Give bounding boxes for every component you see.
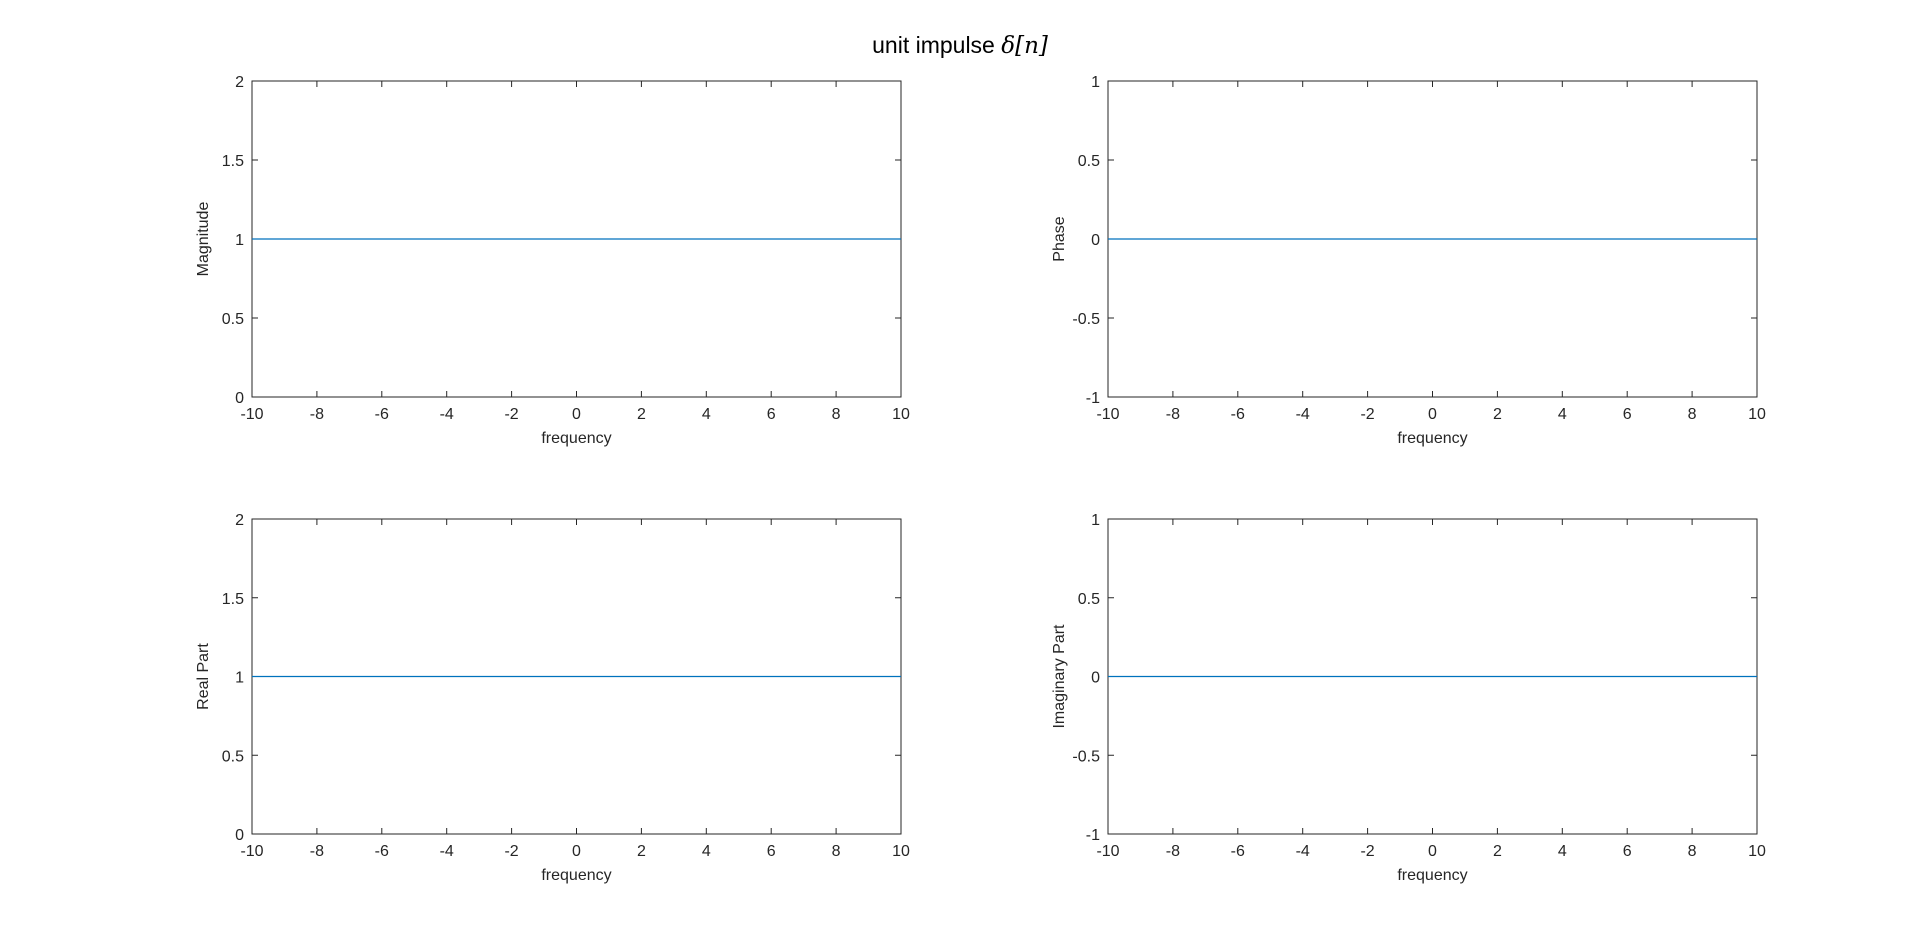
y-tick-label: 0 xyxy=(235,827,244,844)
x-tick-label: -2 xyxy=(1360,843,1374,860)
subplot-1: -10 -8 -6 -4 -2 0 2 4 6 8 10 0 0.5 1 1.5 2 frequency Magn… xyxy=(195,74,910,447)
x-tick-label: -6 xyxy=(1231,843,1245,860)
y-tick-label: 2 xyxy=(235,74,244,91)
y-tick-label: 0.5 xyxy=(222,748,244,765)
x-tick-label: 2 xyxy=(1493,843,1502,860)
x-tick-label: 10 xyxy=(892,406,910,423)
x-tick-label: -8 xyxy=(310,406,324,423)
x-tick-label: -6 xyxy=(1231,406,1245,423)
x-tick-label: 2 xyxy=(1493,406,1502,423)
y-tick-label: 1 xyxy=(1091,74,1100,91)
x-tick-label: 8 xyxy=(1688,843,1697,860)
x-tick-label: -4 xyxy=(440,843,454,860)
x-tick-label: -2 xyxy=(504,406,518,423)
x-tick-label: 0 xyxy=(1428,406,1437,423)
x-tick-label: 0 xyxy=(1428,843,1437,860)
x-tick-label: 0 xyxy=(572,843,581,860)
y-axis-label: Phase xyxy=(1051,216,1068,261)
x-tick-label: 6 xyxy=(767,843,776,860)
x-tick-label: 2 xyxy=(637,843,646,860)
y-tick-label: -1 xyxy=(1086,390,1100,407)
x-tick-label: -8 xyxy=(1166,406,1180,423)
x-axis-label: frequency xyxy=(1397,430,1467,447)
x-tick-label: 4 xyxy=(1558,406,1567,423)
x-tick-label: -10 xyxy=(240,406,263,423)
y-axis-label: Imaginary Part xyxy=(1051,624,1068,729)
x-tick-label: 8 xyxy=(832,843,841,860)
x-tick-label: -10 xyxy=(1096,406,1119,423)
y-tick-label: 1 xyxy=(1091,512,1100,529)
x-tick-label: -8 xyxy=(1166,843,1180,860)
subplot-3: -10 -8 -6 -4 -2 0 2 4 6 8 10 0 0.5 1 1.5 2 frequency Real… xyxy=(195,512,910,884)
x-tick-label: 6 xyxy=(1623,406,1632,423)
x-axis-label: frequency xyxy=(541,430,611,447)
x-tick-label: 10 xyxy=(1748,406,1766,423)
y-tick-label: 0.5 xyxy=(222,311,244,328)
x-tick-label: -4 xyxy=(1296,406,1310,423)
x-tick-label: -10 xyxy=(1096,843,1119,860)
y-tick-label: 1.5 xyxy=(222,591,244,608)
x-tick-label: 6 xyxy=(767,406,776,423)
y-tick-label: 0 xyxy=(1091,670,1100,687)
x-axis-label: frequency xyxy=(1397,867,1467,884)
y-axis-label: Magnitude xyxy=(195,202,212,277)
subplot-4: -10 -8 -6 -4 -2 0 2 4 6 8 10 -1 -0.5 0 0.5 1 frequency Im… xyxy=(1051,512,1766,884)
x-tick-label: -4 xyxy=(440,406,454,423)
x-tick-label: -4 xyxy=(1296,843,1310,860)
title-text: unit impulse xyxy=(872,32,1002,58)
x-tick-label: -6 xyxy=(375,843,389,860)
x-tick-label: 0 xyxy=(572,406,581,423)
x-tick-label: 2 xyxy=(637,406,646,423)
title-math: δ[n] xyxy=(1001,33,1048,59)
x-tick-label: 4 xyxy=(1558,843,1567,860)
x-tick-label: -2 xyxy=(1360,406,1374,423)
x-tick-label: 8 xyxy=(832,406,841,423)
x-tick-label: -2 xyxy=(504,843,518,860)
x-tick-label: 4 xyxy=(702,406,711,423)
subplot-2: -10 -8 -6 -4 -2 0 2 4 6 8 10 -1 -0.5 0 0.5 1 frequency Ph… xyxy=(1051,74,1766,447)
x-tick-label: 10 xyxy=(1748,843,1766,860)
y-tick-label: 0 xyxy=(235,390,244,407)
x-tick-label: -6 xyxy=(375,406,389,423)
y-tick-label: -0.5 xyxy=(1072,748,1100,765)
y-tick-label: 1.5 xyxy=(222,153,244,170)
y-tick-label: 0 xyxy=(1091,232,1100,249)
figure-title: unit impulse δ[n] xyxy=(0,32,1920,59)
x-tick-label: 4 xyxy=(702,843,711,860)
x-axis-label: frequency xyxy=(541,867,611,884)
x-tick-label: -10 xyxy=(240,843,263,860)
x-tick-label: 10 xyxy=(892,843,910,860)
y-tick-label: 1 xyxy=(235,670,244,687)
y-tick-label: -0.5 xyxy=(1072,311,1100,328)
y-tick-label: 2 xyxy=(235,512,244,529)
y-tick-label: 0.5 xyxy=(1078,153,1100,170)
y-axis-label: Real Part xyxy=(195,643,212,710)
y-tick-label: 0.5 xyxy=(1078,591,1100,608)
x-tick-label: 8 xyxy=(1688,406,1697,423)
y-tick-label: -1 xyxy=(1086,827,1100,844)
x-tick-label: 6 xyxy=(1623,843,1632,860)
x-tick-label: -8 xyxy=(310,843,324,860)
y-tick-label: 1 xyxy=(235,232,244,249)
